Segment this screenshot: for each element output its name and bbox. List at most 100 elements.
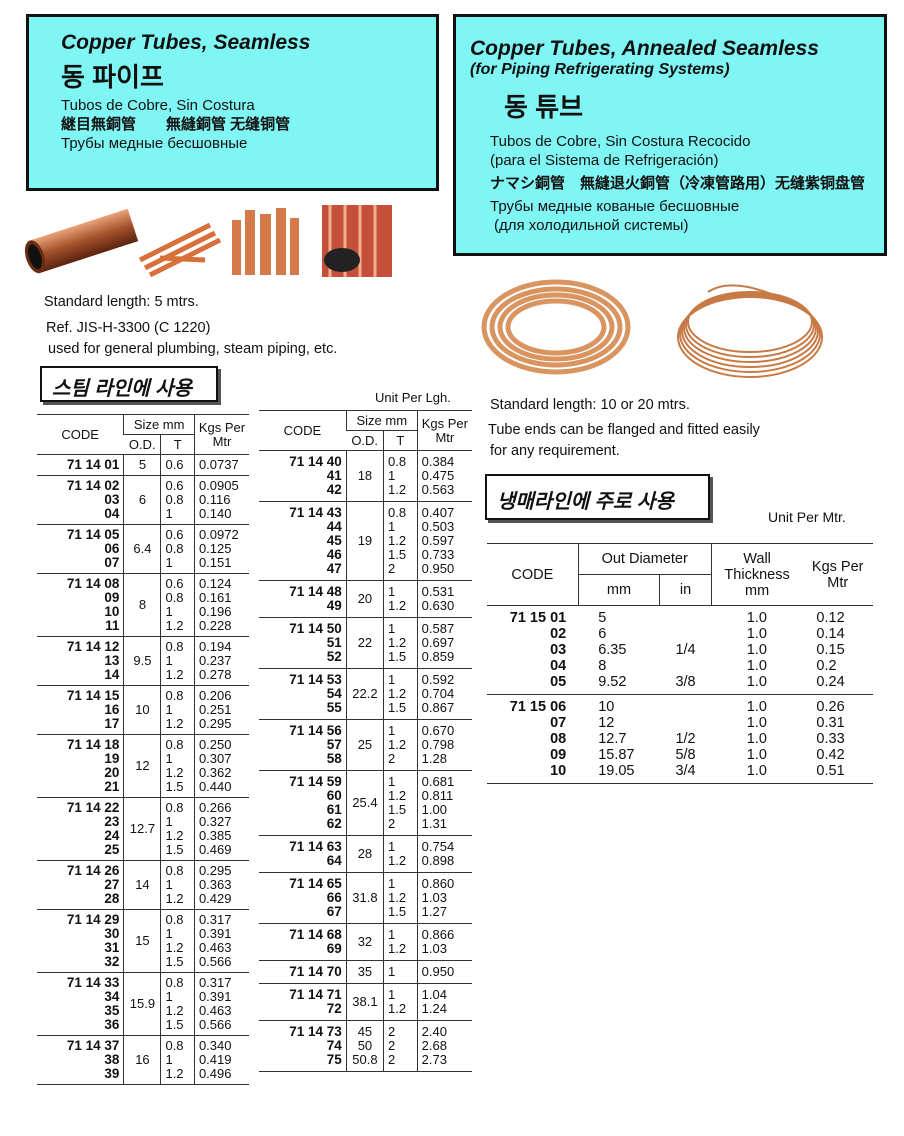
unit-note: Unit Per Lgh. [375, 390, 451, 405]
cell-line: 0.8 [165, 688, 184, 703]
korean-title: 동 튜브 [504, 92, 583, 122]
korean-title: 동 파이프 [61, 62, 164, 92]
cell-line: 0.116 [198, 492, 231, 507]
cell-line: 6.4 [133, 541, 152, 556]
cell-line: 0.140 [198, 506, 232, 521]
cell-line: 1 [388, 723, 396, 738]
cell-line: 0.503 [421, 519, 455, 534]
note: for any requirement. [490, 443, 620, 459]
header-cell: CODE [259, 410, 347, 451]
cell-line: 71 14 53 [289, 672, 342, 687]
cell-line: 0.295 [198, 716, 232, 731]
cell-line: 0.566 [198, 1017, 232, 1032]
cell-line: 32 [357, 934, 373, 949]
cell-line: 1 [165, 604, 173, 619]
header-row: CODE Size mm Kgs Per Mtr [259, 410, 472, 451]
cell: 71 14 53 54 55 [259, 668, 347, 720]
cell: 0.8 1 1.2 [160, 860, 195, 910]
header-cell: Size mm [123, 414, 195, 435]
header-cell: Kgs Per Mtr [193, 414, 249, 455]
refrigeration-table: CODE Out Diameter Wall Thickness mm Kgs Per… [487, 543, 873, 784]
cell-line: 0.0905 [198, 478, 239, 493]
cell: 1 1.2 1.5 [383, 617, 418, 669]
cell-line: 04 [104, 506, 120, 521]
cell: 0.0905 0.116 0.140 [193, 475, 249, 525]
tube-photos [24, 205, 392, 278]
cell-line: 1.00 [421, 802, 447, 817]
cell: 0.317 0.391 0.463 0.566 [193, 972, 249, 1036]
cell-line: 0.6 [165, 527, 184, 542]
cell-line: 10 [104, 604, 120, 619]
cell-line: 0.0972 [198, 527, 239, 542]
cell: 0.866 1.03 [416, 923, 472, 961]
cell-line: 71 14 02 [66, 478, 120, 493]
cell-line: 1.0 [746, 747, 767, 763]
cell-line: 0.196 [198, 604, 232, 619]
cell: 0.206 0.251 0.295 [193, 685, 249, 735]
cell-line: 71 14 37 [66, 1038, 120, 1053]
cell: 1/2 5/8 3/4 [659, 694, 712, 784]
cell-line: 1/2 [675, 731, 696, 747]
cell-line: 0.950 [421, 964, 455, 979]
cell-line: 64 [326, 853, 342, 868]
cell-line: 1.0 [746, 626, 767, 642]
cell: 0.950 [416, 960, 472, 984]
cell-line: 5/8 [675, 747, 696, 763]
cell: 32 [345, 923, 384, 961]
cell-line: 3/8 [675, 674, 696, 690]
group-row: 71 14 15 16 17 10 0.8 1 1.2 0.206 0.251 0.295 [37, 685, 249, 735]
cell-line: 2 [388, 816, 396, 831]
group-row: 71 14 65 66 67 31.8 1 1.2 1.5 0.860 1.03 1.27 [259, 872, 472, 924]
cell-line: 1.5 [165, 954, 184, 969]
cell: 1 1.2 [383, 835, 418, 873]
group-row: 71 14 53 54 55 22.2 1 1.2 1.5 0.592 0.704 0.867 [259, 668, 472, 720]
cell-line: 0.597 [421, 533, 455, 548]
group-row: 71 14 37 38 39 16 0.8 1 1.2 0.340 0.419 0.496 [37, 1035, 249, 1085]
cell-line: 10 [550, 763, 567, 779]
cell-line: 15 [135, 933, 150, 948]
cell-line: 03 [550, 642, 567, 658]
cell-line: 71 15 06 [509, 699, 567, 715]
cell-line: 54 [326, 686, 342, 701]
cell-line: 10 [598, 699, 615, 715]
cell-line: 1.2 [388, 686, 407, 701]
cell: 71 14 33 34 35 36 [37, 972, 124, 1036]
cell-line: 0.317 [198, 912, 232, 927]
cell-line: 1.0 [746, 674, 767, 690]
cell-line: 0.898 [421, 853, 455, 868]
cell-line: 0.8 [165, 975, 184, 990]
cell-line: 28 [357, 846, 373, 861]
cell: 1 1.2 2 [383, 719, 418, 771]
cell-line: 57 [326, 737, 342, 752]
cell: 0.317 0.391 0.463 0.566 [193, 909, 249, 973]
cell: 71 14 12 13 14 [37, 636, 124, 686]
cell-line: 0.340 [198, 1038, 232, 1053]
group-row: 71 14 43 44 45 46 47 19 0.8 1 1.2 1.5 2 0.407 0.503 0… [259, 501, 472, 581]
cell-line: 1 [388, 584, 396, 599]
cell-line: 0.563 [421, 482, 455, 497]
subtitle: (for Piping Refrigerating Systems) [470, 61, 730, 78]
cell: 1.04 1.24 [416, 983, 472, 1021]
cell-line: 0.475 [421, 468, 455, 483]
cell-line: 1.0 [746, 610, 767, 626]
cell-line: 1 [388, 468, 396, 483]
cell-line: 1.5 [165, 1017, 184, 1032]
cell: 1.0 1.0 1.0 1.0 1.0 [711, 694, 803, 784]
header-cell: Wall Thickness mm [710, 543, 803, 606]
group-row: 71 15 01 02 03 04 05 5 6 6.35 8 9.52 1/4 3/8 1.0 1.0 1… [487, 605, 873, 695]
cell-line: 5 [138, 457, 147, 472]
cell-line: 71 14 40 [289, 454, 342, 469]
header-cell: T [383, 430, 418, 451]
cell-line: 20 [104, 765, 120, 780]
cell-line: 24 [104, 828, 120, 843]
cell-line: 19.05 [598, 763, 635, 779]
cell-line: 1 [388, 839, 396, 854]
cell-line: 61 [326, 802, 342, 817]
group-row: 71 14 22 23 24 25 12.7 0.8 1 1.2 1.5 0.266 0.327 0.… [37, 797, 249, 861]
cell-line: 1/4 [675, 642, 696, 658]
cell-line: 1.03 [421, 890, 447, 905]
cell-line: 0.6 [165, 457, 184, 472]
cell-line: 1.2 [388, 598, 407, 613]
cell: 5 6 6.35 8 9.52 [578, 605, 660, 695]
